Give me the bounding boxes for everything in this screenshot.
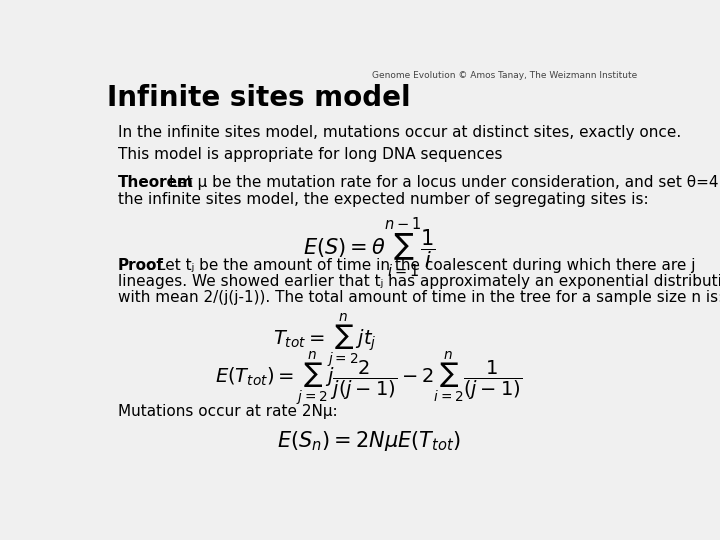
Text: Infinite sites model: Infinite sites model [107,84,410,112]
Text: Mutations occur at rate 2Nμ:: Mutations occur at rate 2Nμ: [118,404,338,418]
Text: $T_{tot} = \sum_{j=2}^{n} jt_j$: $T_{tot} = \sum_{j=2}^{n} jt_j$ [273,312,376,370]
Text: Proof: Proof [118,258,164,273]
Text: $E(T_{tot}) = \sum_{j=2}^{n} j\dfrac{2}{j(j-1)} - 2\sum_{i=2}^{n} \dfrac{1}{(j-1: $E(T_{tot}) = \sum_{j=2}^{n} j\dfrac{2}{… [215,349,523,408]
Text: lineages. We showed earlier that tⱼ has approximately an exponential distributio: lineages. We showed earlier that tⱼ has … [118,274,720,289]
Text: the infinite sites model, the expected number of segregating sites is:: the infinite sites model, the expected n… [118,192,649,207]
Text: $E(S) = \theta\sum_{i=1}^{n-1} \dfrac{1}{i}$: $E(S) = \theta\sum_{i=1}^{n-1} \dfrac{1}… [302,217,436,279]
Text: Genome Evolution © Amos Tanay, The Weizmann Institute: Genome Evolution © Amos Tanay, The Weizm… [372,71,637,80]
Text: : Let μ be the mutation rate for a locus under consideration, and set θ=4Nμ. Und: : Let μ be the mutation rate for a locus… [158,175,720,190]
Text: $E(S_n) = 2N\mu E(T_{tot})$: $E(S_n) = 2N\mu E(T_{tot})$ [277,429,461,453]
Text: Theorem: Theorem [118,175,194,190]
Text: In the infinite sites model, mutations occur at distinct sites, exactly once.
Th: In the infinite sites model, mutations o… [118,125,681,163]
Text: with mean 2/(j(j-1)). The total amount of time in the tree for a sample size n i: with mean 2/(j(j-1)). The total amount o… [118,290,720,305]
Text: : Let tⱼ be the amount of time in the coalescent during which there are j: : Let tⱼ be the amount of time in the co… [147,258,696,273]
